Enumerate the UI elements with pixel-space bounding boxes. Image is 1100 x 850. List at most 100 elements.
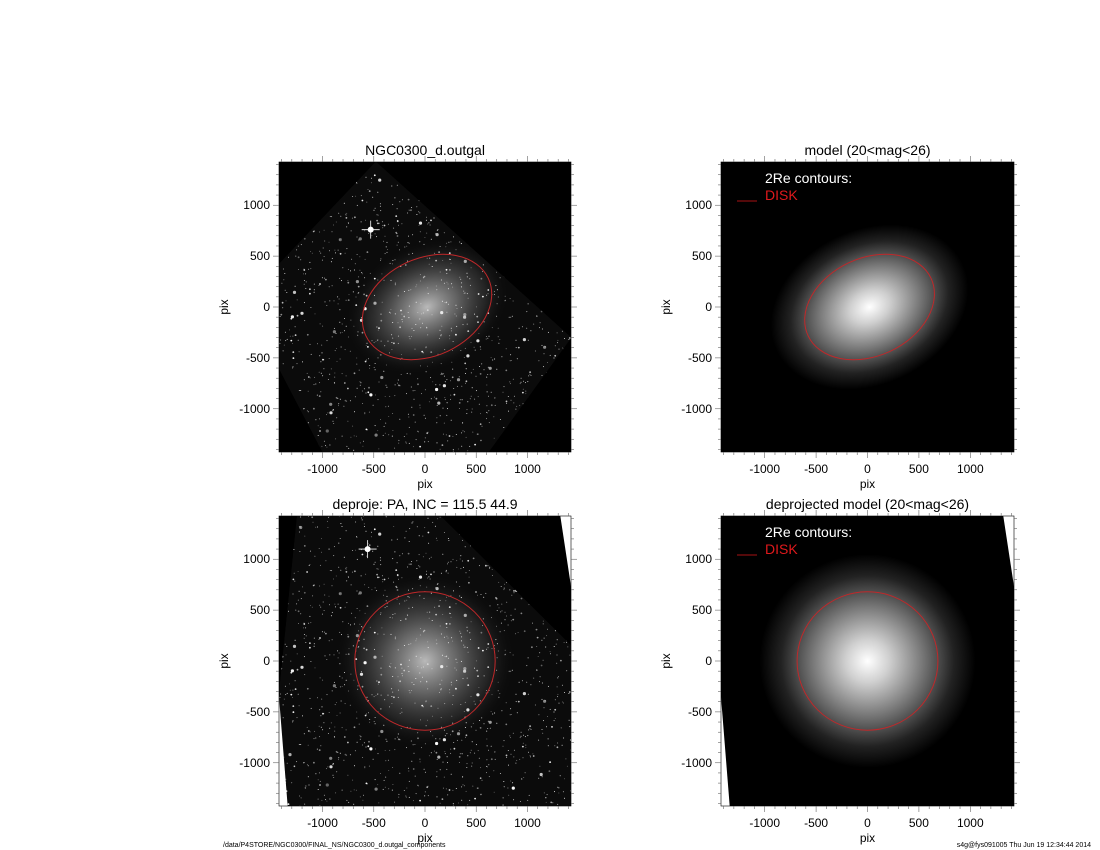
- star: [533, 677, 535, 679]
- star: [464, 727, 466, 728]
- star: [543, 720, 544, 722]
- star: [487, 565, 489, 567]
- star: [427, 531, 430, 534]
- star: [326, 305, 328, 306]
- star: [475, 591, 477, 593]
- star: [383, 425, 385, 427]
- star: [380, 340, 382, 342]
- star: [497, 327, 499, 329]
- star: [545, 801, 547, 803]
- star: [346, 754, 348, 756]
- star: [290, 317, 293, 320]
- star: [435, 751, 438, 754]
- star: [445, 600, 447, 602]
- star: [385, 600, 387, 602]
- star: [464, 362, 467, 365]
- star: [325, 429, 329, 433]
- star: [398, 796, 400, 798]
- star: [504, 619, 506, 621]
- star: [467, 559, 470, 562]
- star: [542, 620, 544, 622]
- star: [391, 617, 393, 619]
- star: [317, 789, 319, 790]
- star: [407, 552, 410, 555]
- star: [279, 696, 281, 698]
- star: [520, 735, 522, 737]
- star: [412, 606, 414, 608]
- star: [384, 345, 386, 347]
- star: [476, 433, 478, 435]
- star: [439, 625, 441, 627]
- star: [322, 679, 324, 681]
- star: [325, 632, 327, 635]
- star: [333, 423, 335, 424]
- star: [547, 738, 549, 740]
- star: [428, 263, 430, 265]
- star: [399, 680, 401, 683]
- star: [368, 190, 371, 193]
- star: [299, 525, 303, 530]
- star: [378, 178, 382, 182]
- star: [556, 639, 558, 641]
- star: [359, 256, 361, 258]
- star: [308, 565, 310, 566]
- star: [430, 592, 432, 594]
- star: [351, 571, 353, 573]
- star: [418, 575, 423, 579]
- star: [499, 277, 501, 279]
- star: [440, 311, 444, 315]
- star: [466, 272, 468, 274]
- star: [333, 654, 335, 656]
- star: [296, 653, 298, 655]
- star: [473, 700, 475, 702]
- star: [467, 297, 469, 299]
- star: [331, 570, 333, 572]
- star: [315, 773, 317, 775]
- star: [428, 401, 430, 403]
- star: [309, 261, 311, 263]
- star: [422, 666, 424, 668]
- star: [359, 442, 361, 444]
- star: [496, 643, 498, 645]
- star: [392, 784, 394, 785]
- star: [349, 704, 351, 706]
- star: [459, 630, 461, 632]
- star: [427, 441, 429, 443]
- model-glow: [759, 554, 976, 768]
- star: [513, 592, 515, 594]
- star: [361, 390, 363, 392]
- star: [409, 528, 411, 530]
- star: [543, 345, 547, 349]
- star: [333, 578, 334, 580]
- star: [450, 613, 451, 614]
- star: [557, 696, 559, 698]
- star: [564, 692, 565, 693]
- star: [427, 577, 429, 579]
- star: [463, 566, 464, 568]
- star: [468, 581, 470, 584]
- star: [561, 347, 563, 349]
- star: [401, 711, 403, 713]
- star: [458, 756, 461, 758]
- star: [474, 797, 476, 800]
- star: [373, 367, 375, 368]
- star: [541, 698, 543, 700]
- star: [461, 385, 463, 387]
- star: [368, 358, 369, 360]
- star: [520, 377, 522, 379]
- star: [474, 703, 476, 705]
- star: [332, 409, 334, 412]
- star: [513, 395, 515, 397]
- star: [462, 784, 464, 786]
- star: [447, 642, 449, 644]
- star: [513, 756, 515, 758]
- star: [375, 341, 377, 343]
- star: [286, 338, 288, 340]
- star: [464, 347, 466, 349]
- star: [383, 224, 386, 227]
- star: [556, 686, 558, 688]
- star: [293, 572, 295, 574]
- star: [306, 726, 308, 728]
- star: [505, 348, 507, 350]
- star: [353, 789, 355, 791]
